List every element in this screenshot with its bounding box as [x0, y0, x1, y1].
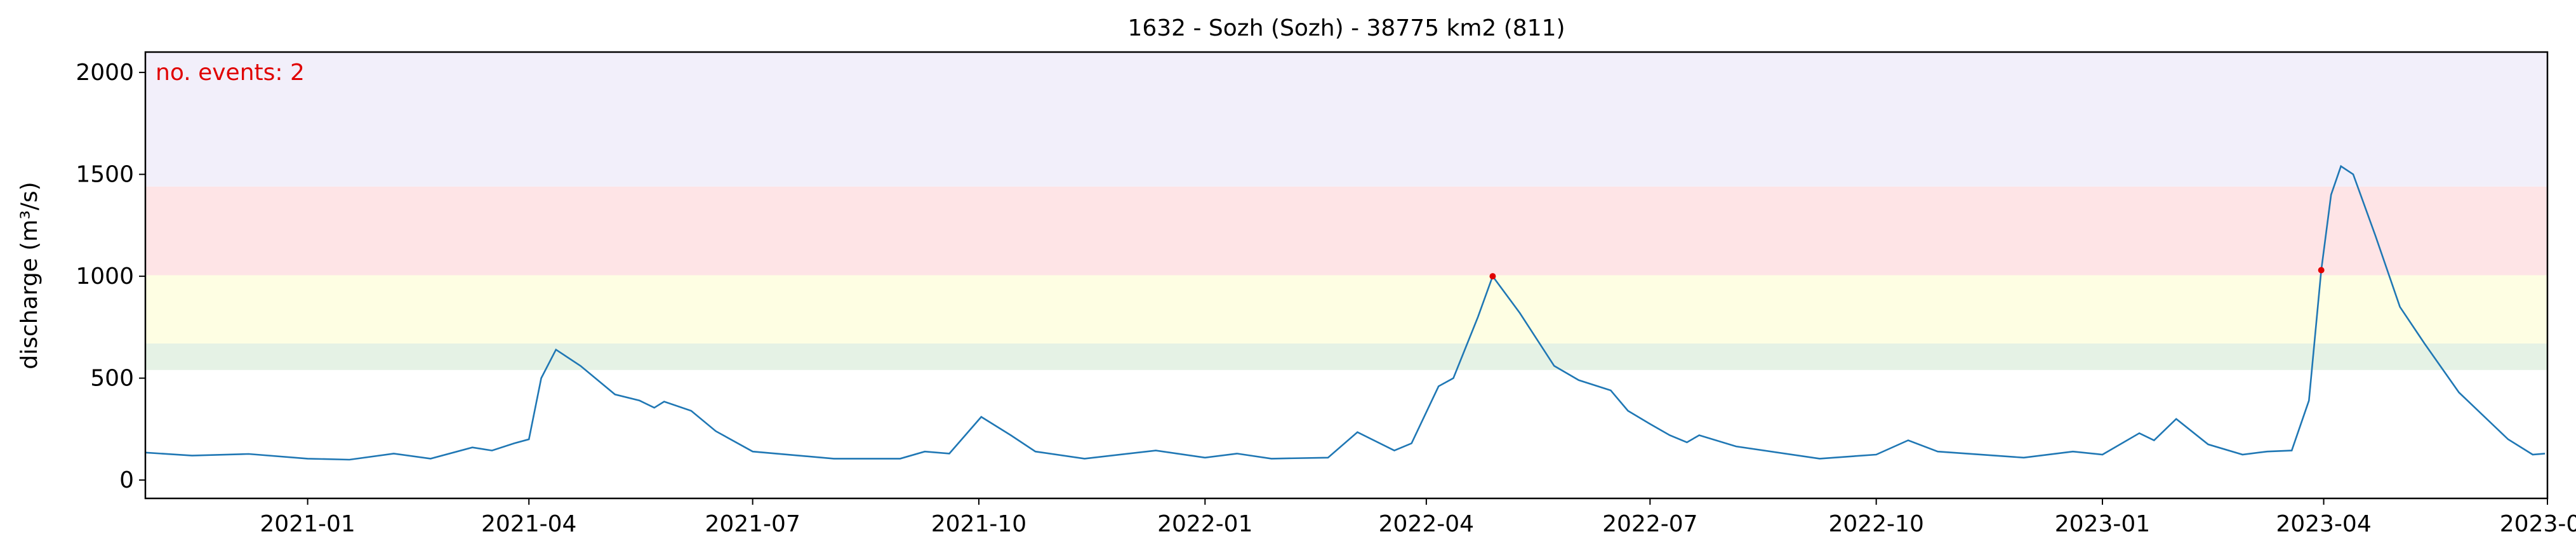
y-tick-label: 2000	[76, 60, 134, 86]
x-tick-label: 2021-04	[481, 511, 576, 537]
threshold-band	[145, 186, 2547, 276]
x-tick-label: 2022-01	[1157, 511, 1252, 537]
x-tick-label: 2021-10	[931, 511, 1026, 537]
y-tick-label: 1500	[76, 162, 134, 188]
threshold-band	[145, 275, 2547, 344]
x-tick-label: 2021-07	[705, 511, 800, 537]
x-tick-label: 2023-04	[2276, 511, 2371, 537]
x-tick-label: 2022-04	[1379, 511, 1474, 537]
plot-frame	[144, 51, 2549, 500]
y-tick-label: 500	[90, 366, 134, 392]
y-axis-label: discharge (m³/s)	[17, 182, 43, 369]
x-tick-label: 2021-01	[260, 511, 355, 537]
y-tick-label: 0	[119, 467, 134, 493]
event-point	[1489, 273, 1496, 280]
y-tick-label: 1000	[76, 263, 134, 290]
x-tick-label: 2022-10	[1828, 511, 1923, 537]
threshold-band	[145, 343, 2547, 370]
event-point	[2318, 267, 2325, 274]
x-tick-label: 2023-01	[2055, 511, 2150, 537]
threshold-band	[145, 52, 2547, 187]
x-tick-label: 2023-07	[2500, 511, 2576, 537]
chart-title: 1632 - Sozh (Sozh) - 38775 km2 (811)	[1127, 15, 1565, 41]
events-annotation: no. events: 2	[156, 60, 305, 86]
discharge-line	[145, 164, 2546, 461]
x-tick-label: 2022-07	[1602, 511, 1697, 537]
